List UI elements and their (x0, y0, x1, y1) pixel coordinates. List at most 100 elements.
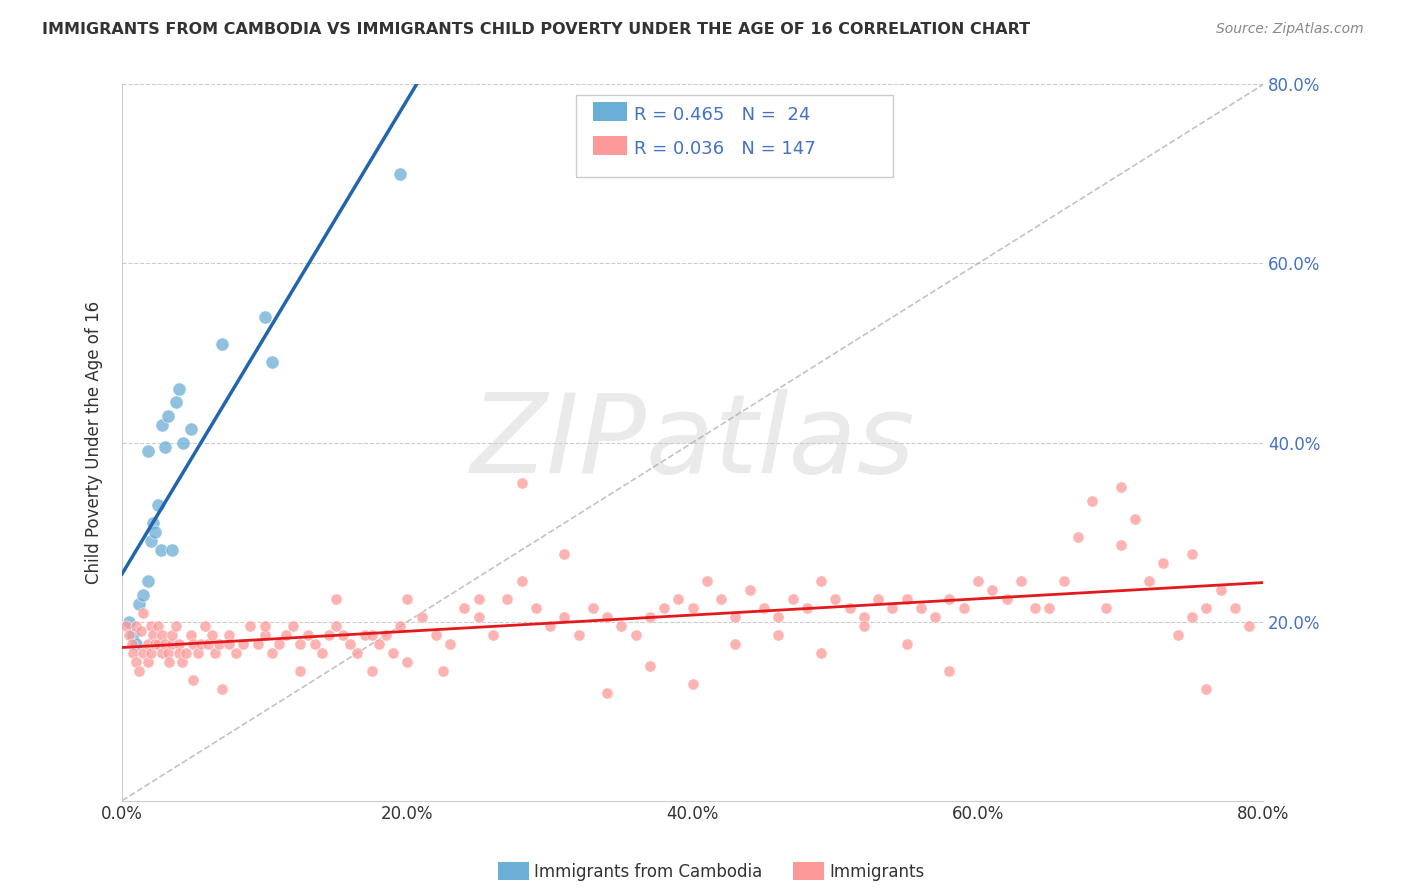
Point (160, 637, 183, 651)
Point (165, 619, 187, 633)
Point (167, 637, 190, 651)
Y-axis label: Child Poverty Under the Age of 16: Child Poverty Under the Age of 16 (86, 301, 103, 584)
Point (696, 574, 718, 589)
Point (142, 516, 165, 530)
Point (425, 628, 447, 642)
Point (1153, 557, 1175, 571)
Point (1195, 681, 1218, 696)
Point (375, 628, 398, 642)
Point (1181, 548, 1204, 562)
Point (389, 619, 412, 633)
Point (332, 628, 354, 642)
Point (852, 619, 875, 633)
Point (194, 619, 217, 633)
Point (1237, 619, 1260, 633)
Point (1209, 583, 1232, 598)
Point (824, 592, 846, 607)
Point (567, 628, 589, 642)
Point (538, 619, 561, 633)
Point (752, 601, 775, 615)
Point (156, 646, 179, 660)
Point (318, 628, 340, 642)
Point (121, 637, 143, 651)
Point (810, 646, 832, 660)
Point (232, 637, 254, 651)
Point (1010, 574, 1032, 589)
Point (768, 628, 790, 642)
Point (346, 646, 368, 660)
Point (896, 592, 918, 607)
Point (668, 592, 690, 607)
Point (852, 610, 875, 624)
Point (143, 524, 166, 539)
Point (1137, 574, 1160, 589)
Point (118, 615, 141, 629)
Point (115, 619, 138, 633)
Text: Immigrants: Immigrants (830, 863, 925, 880)
Point (768, 610, 790, 624)
Point (246, 637, 269, 651)
Point (510, 475, 533, 490)
Point (197, 637, 219, 651)
Point (360, 664, 382, 678)
Point (183, 673, 205, 687)
Point (274, 628, 297, 642)
Text: ZIPatlas: ZIPatlas (471, 389, 915, 496)
Point (267, 637, 290, 651)
Point (353, 628, 375, 642)
Point (596, 686, 619, 700)
Point (981, 583, 1004, 598)
Point (122, 646, 145, 660)
Point (149, 543, 172, 558)
Point (283, 619, 305, 633)
Point (1024, 601, 1046, 615)
Point (260, 355, 283, 369)
Point (122, 628, 145, 642)
Point (156, 409, 179, 423)
Point (180, 628, 202, 642)
Point (439, 637, 461, 651)
Point (208, 637, 231, 651)
Point (325, 592, 347, 607)
Point (239, 619, 262, 633)
Point (150, 628, 173, 642)
Point (682, 601, 704, 615)
Point (868, 592, 890, 607)
Point (183, 637, 205, 651)
Point (624, 628, 647, 642)
Point (146, 498, 169, 512)
Point (596, 610, 619, 624)
Point (143, 637, 166, 651)
Point (910, 601, 932, 615)
Point (1052, 574, 1074, 589)
Point (710, 592, 733, 607)
Point (153, 637, 176, 651)
Point (553, 548, 575, 562)
Point (146, 619, 169, 633)
Point (967, 574, 990, 589)
Point (218, 628, 240, 642)
Point (253, 628, 276, 642)
Point (1109, 480, 1132, 494)
Point (1081, 493, 1104, 508)
Point (682, 677, 704, 691)
Point (172, 435, 194, 450)
Point (201, 628, 224, 642)
Point (290, 664, 312, 678)
Point (211, 337, 233, 351)
Point (524, 601, 547, 615)
Point (610, 619, 633, 633)
Point (190, 637, 212, 651)
Point (1123, 511, 1146, 525)
Point (118, 628, 141, 642)
Point (496, 592, 519, 607)
Point (411, 610, 433, 624)
Point (146, 637, 169, 651)
Point (1223, 601, 1246, 615)
Point (187, 646, 209, 660)
Point (150, 417, 173, 432)
Point (157, 655, 180, 669)
Point (218, 637, 240, 651)
Point (204, 646, 226, 660)
Point (638, 610, 661, 624)
